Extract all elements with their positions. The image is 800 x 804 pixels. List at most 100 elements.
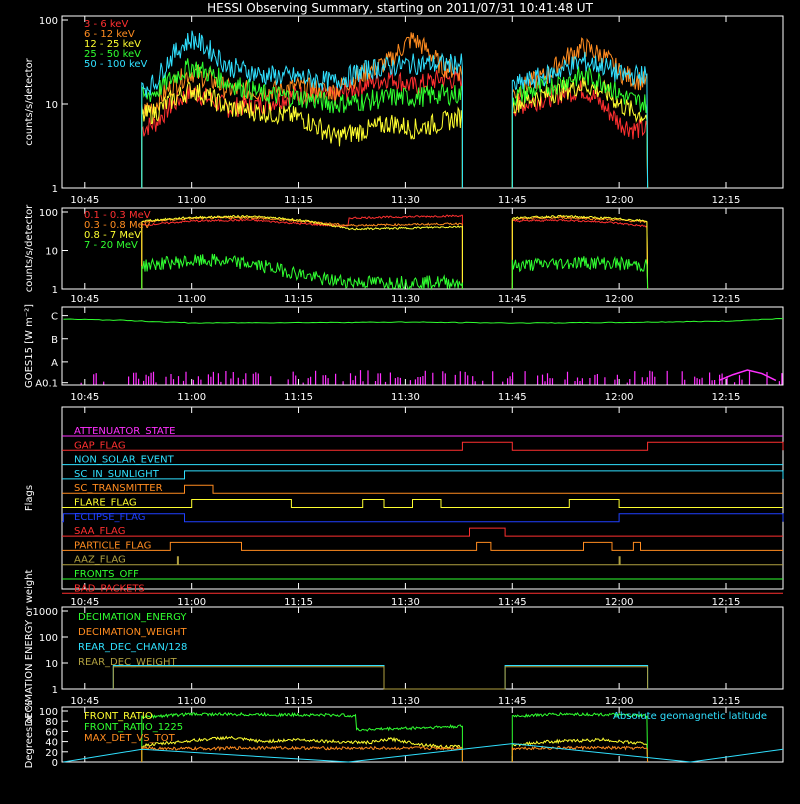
panel-5-xtick-label: 10:45 [70, 696, 99, 707]
panel-5-xtick-label: 11:00 [177, 696, 206, 707]
panel-2-legend-4: 7 - 20 MeV [84, 240, 138, 251]
panel-3-series-1 [63, 317, 784, 324]
flag-trace-5 [62, 484, 783, 494]
panel-6-series-4 [63, 743, 784, 763]
panel-5-xtick-label: 11:15 [284, 696, 313, 707]
panel-2-frame [61, 207, 784, 290]
panel-1-ytick-label: 1 [52, 184, 58, 195]
panel-3-ytick-label: A0.1 [35, 379, 58, 390]
panel-5-xtick-label: 11:30 [391, 696, 420, 707]
panel-3-xtick-label: 12:00 [605, 392, 634, 403]
panel-1-ytick-label: 100 [39, 16, 58, 27]
panel-2-legend-1: 0.1 - 0.3 MeV [84, 210, 151, 221]
flag-trace-10 [62, 556, 783, 566]
panel-4-frame [61, 406, 784, 590]
panel-3-ytick-label: B [51, 335, 58, 346]
panel-6-legend-4: Absolute geomagnetic latitude [613, 711, 767, 722]
panel-3-xtick-label: 12:15 [712, 392, 741, 403]
panel-2-series-3 [141, 214, 649, 290]
panel-3-ytick-label: A [51, 358, 58, 369]
panel-5-ytick-label: 10 [45, 659, 58, 670]
panel-6-legend-2: FRONT_RATIO_1225 [84, 722, 183, 733]
panel-6-ytick-label: 80 [45, 717, 58, 728]
panel-1-series-4 [141, 58, 649, 189]
panel-2-legend-2: 0.3 - 0.8 MeV [84, 220, 151, 231]
panel-6-ytick-label: 100 [39, 707, 58, 718]
panel-3-xtick-label: 11:00 [177, 392, 206, 403]
panel-5-legend-3: REAR_DEC_CHAN/128 [78, 642, 187, 653]
panel-2-xtick-label: 11:30 [391, 294, 420, 305]
flag-label-bad-packets: BAD_PACKETS [74, 583, 145, 594]
figure-title: HESSI Observing Summary, starting on 201… [207, 1, 593, 15]
flag-label-sc-transmitter: SC_TRANSMITTER [74, 483, 163, 494]
panel-5-legend-4: REAR_DEC_WEIGHT [78, 657, 177, 668]
panel-1-series-5 [141, 30, 649, 189]
panel-2-xtick-label: 11:15 [284, 294, 313, 305]
panel-4-xtick-label: 12:15 [712, 597, 741, 608]
flag-label-particle-flag: PARTICLE_FLAG [74, 540, 151, 551]
panel-1-xtick-label: 11:30 [391, 195, 420, 206]
panel-3-ytick-label: C [51, 312, 58, 323]
panel-5-legend-2: DECIMATION_WEIGHT [78, 627, 187, 638]
panel-1-legend-2: 6 - 12 keV [84, 29, 135, 40]
panel-4-xtick-label: 12:00 [605, 597, 634, 608]
panel-6-ylabel: Degrees or % [24, 701, 35, 769]
panel-2-ytick-label: 10 [45, 247, 58, 258]
panel-6-series-1 [141, 735, 649, 763]
panel-5-xtick-label: 12:00 [605, 696, 634, 707]
panel-3-frame [61, 306, 784, 386]
panel-1-legend-5: 50 - 100 keV [84, 59, 148, 70]
panel-6-ytick-label: 60 [45, 727, 58, 738]
panel-2-series-1 [141, 214, 649, 290]
panel-3-series-2 [718, 369, 777, 382]
panel-4-xtick-label: 11:45 [498, 597, 527, 608]
flag-label-aaz-flag: AAZ_FLAG [74, 555, 126, 566]
panel-5-ytick-label: 1 [52, 685, 58, 696]
flag-label-fronts-off: FRONTS_OFF [74, 569, 139, 580]
panel-2-ylabel: counts/s/detector [24, 204, 35, 292]
panel-2-xtick-label: 10:45 [70, 294, 99, 305]
flag-trace-6 [62, 499, 783, 508]
panel-5-ylabel: DECIMATION ENERGY or weight [24, 569, 35, 726]
panel-2-ytick-label: 100 [39, 208, 58, 219]
panel-6-ytick-label: 20 [45, 748, 58, 759]
panel-2-xtick-label: 11:45 [498, 294, 527, 305]
panel-3-xtick-label: 11:45 [498, 392, 527, 403]
panel-6-ytick-label: 40 [45, 738, 58, 749]
panel-1-xtick-label: 11:00 [177, 195, 206, 206]
panel-6-frame [61, 706, 784, 763]
panel-6-series-2 [141, 711, 649, 763]
panel-5-xtick-label: 11:45 [498, 696, 527, 707]
panel-6-legend-3: MAX_DET_VS_TOT [84, 733, 176, 744]
panel-1-xtick-label: 12:00 [605, 195, 634, 206]
panel-3-xtick-label: 11:30 [391, 392, 420, 403]
flag-label-sc-in-sunlight: SC_IN_SUNLIGHT [74, 469, 160, 480]
panel-1-legend-3: 12 - 25 keV [84, 39, 141, 50]
flag-trace-7 [62, 513, 784, 523]
panel-5-series-3 [112, 665, 649, 690]
panel-5-xtick-label: 12:15 [712, 696, 741, 707]
panel-3-xtick-label: 11:15 [284, 392, 313, 403]
panel-2-xtick-label: 11:00 [177, 294, 206, 305]
panel-3-ylabel: GOES15 [W m⁻²] [24, 304, 35, 388]
flag-trace-4 [62, 470, 784, 480]
panel-3-spikes [80, 370, 783, 385]
panel-3-xtick-label: 10:45 [70, 392, 99, 403]
panel-1-frame [61, 15, 784, 189]
flag-trace-9 [62, 541, 783, 551]
flag-label-non-solar-event: NON_SOLAR_EVENT [74, 455, 175, 466]
panel-5-ytick-label: 1000 [33, 607, 58, 618]
panel-5-series-4 [112, 666, 649, 690]
panel-2-series-4 [141, 253, 649, 291]
flag-label-gap-flag: GAP_FLAG [74, 440, 126, 451]
panel-2-xtick-label: 12:00 [605, 294, 634, 305]
panel-2-xtick-label: 12:15 [712, 294, 741, 305]
panel-1-xtick-label: 12:15 [712, 195, 741, 206]
flag-label-eclipse-flag: ECLIPSE_FLAG [74, 512, 145, 523]
panel-4-xtick-label: 11:30 [391, 597, 420, 608]
panel-1-xtick-label: 10:45 [70, 195, 99, 206]
panel-4-xtick-label: 11:00 [177, 597, 206, 608]
panel-6-legend-1: FRONT_RATIO [84, 711, 153, 722]
